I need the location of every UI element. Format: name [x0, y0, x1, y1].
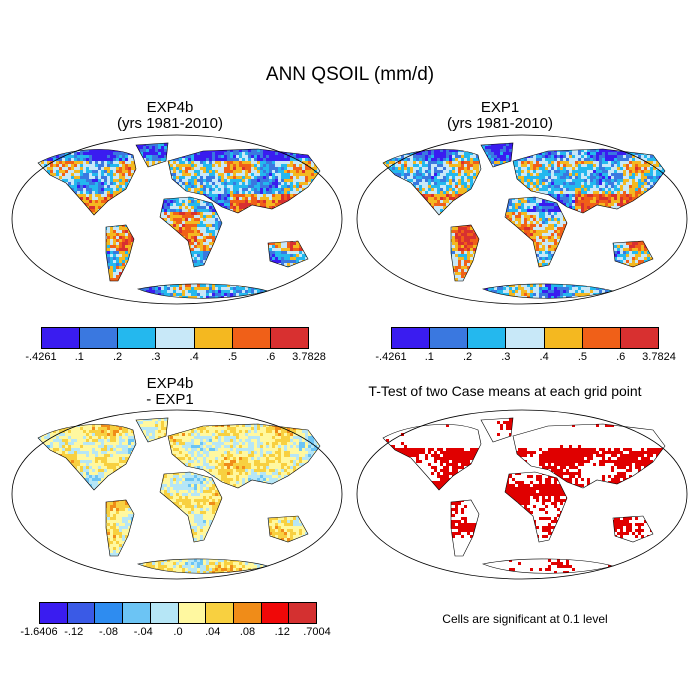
colorbar-tick-label: 3.7824 — [642, 351, 676, 363]
colorbar-swatch — [270, 328, 308, 348]
coastline — [135, 417, 169, 443]
colorbar-swatch — [392, 328, 431, 348]
map-projection-border — [356, 134, 688, 305]
coastline — [167, 423, 321, 489]
panel-title-line1: EXP4b — [40, 100, 300, 116]
map-difference — [11, 409, 343, 580]
coastline — [504, 196, 568, 268]
panel-title-line1: EXP1 — [370, 100, 630, 116]
colorbar-swatch — [430, 328, 469, 348]
coastline — [105, 499, 135, 557]
colorbar-tick-label: .4 — [190, 351, 199, 363]
colorbar-swatch — [544, 328, 583, 348]
colorbar-swatch — [232, 328, 271, 348]
colorbar-tick-label: 3.7828 — [292, 351, 326, 363]
colorbar-tick-label: .1 — [75, 351, 84, 363]
colorbar-swatch — [42, 328, 81, 348]
colorbar-swatch — [206, 603, 234, 623]
colorbar-swatch — [582, 328, 621, 348]
panel-title-line2: (yrs 1981-2010) — [40, 116, 300, 132]
colorbar-tick-label: .04 — [205, 626, 220, 638]
colorbar-swatch — [80, 328, 119, 348]
coastline — [450, 224, 480, 282]
panel-title-exp4b: EXP4b (yrs 1981-2010) — [40, 100, 300, 132]
panel-title-exp1: EXP1 (yrs 1981-2010) — [370, 100, 630, 132]
coastline — [612, 515, 654, 543]
colorbar-exp4b — [41, 327, 309, 349]
map-projection-border — [356, 409, 688, 580]
coastline — [450, 499, 480, 557]
colorbar-tick-label: .2 — [113, 351, 122, 363]
map-projection-border — [11, 409, 343, 580]
coastline — [159, 471, 223, 543]
colorbar-swatch — [40, 603, 68, 623]
coastline — [382, 424, 482, 491]
coastline — [612, 240, 654, 268]
colorbar-tick-label: .3 — [501, 351, 510, 363]
colorbar-swatch — [123, 603, 151, 623]
coastline — [480, 142, 514, 168]
significance-note: Cells are significant at 0.1 level — [390, 612, 660, 626]
panel-title-line2: (yrs 1981-2010) — [370, 116, 630, 132]
coastline — [37, 424, 137, 491]
coastline — [504, 471, 568, 543]
colorbar-swatch — [468, 328, 507, 348]
colorbar-tick-label: .4 — [540, 351, 549, 363]
coastline — [167, 148, 321, 214]
panel-title-line2: - EXP1 — [40, 392, 300, 408]
map-exp1 — [356, 134, 688, 305]
coastline — [159, 196, 223, 268]
coastline — [37, 149, 137, 216]
coastline — [512, 423, 666, 489]
colorbar-tick-label: -.04 — [134, 626, 153, 638]
colorbar-swatch — [156, 328, 195, 348]
colorbar-tick-label: .7004 — [303, 626, 331, 638]
colorbar-swatch — [118, 328, 157, 348]
coastline — [512, 148, 666, 214]
colorbar-tick-label: -1.6406 — [20, 626, 57, 638]
coastline — [382, 149, 482, 216]
figure-title: ANN QSOIL (mm/d) — [0, 64, 700, 86]
panel-title-line1: EXP4b — [40, 376, 300, 392]
map-projection-border — [11, 134, 343, 305]
colorbar-tick-label: .2 — [463, 351, 472, 363]
colorbar-tick-label: .5 — [578, 351, 587, 363]
colorbar-tick-label: -.4261 — [25, 351, 56, 363]
coastline — [267, 240, 309, 268]
colorbar-swatch — [506, 328, 545, 348]
colorbar-tick-label: -.12 — [64, 626, 83, 638]
coastline — [267, 515, 309, 543]
colorbar-difference — [39, 602, 317, 624]
colorbar-swatch — [233, 603, 262, 623]
colorbar-swatch — [178, 603, 207, 623]
map-ttest-significance — [356, 409, 688, 580]
map-exp4b — [11, 134, 343, 305]
colorbar-tick-label: .6 — [616, 351, 625, 363]
colorbar-tick-label: .12 — [275, 626, 290, 638]
colorbar-tick-label: .5 — [228, 351, 237, 363]
colorbar-swatch — [67, 603, 96, 623]
coastline — [135, 142, 169, 168]
colorbar-tick-label: .0 — [173, 626, 182, 638]
colorbar-tick-label: .1 — [425, 351, 434, 363]
coastline — [105, 224, 135, 282]
colorbar-swatch — [150, 603, 179, 623]
colorbar-swatch — [95, 603, 124, 623]
coastline — [480, 417, 514, 443]
colorbar-tick-label: .08 — [240, 626, 255, 638]
panel-title-difference: EXP4b - EXP1 — [40, 376, 300, 408]
colorbar-tick-label: -.4261 — [375, 351, 406, 363]
panel-title-ttest: T-Test of two Case means at each grid po… — [355, 383, 655, 399]
colorbar-tick-label: .3 — [151, 351, 160, 363]
colorbar-swatch — [261, 603, 290, 623]
colorbar-swatch — [194, 328, 233, 348]
colorbar-exp1 — [391, 327, 659, 349]
colorbar-swatch — [620, 328, 658, 348]
colorbar-swatch — [289, 603, 317, 623]
colorbar-tick-label: .6 — [266, 351, 275, 363]
colorbar-tick-label: -.08 — [99, 626, 118, 638]
